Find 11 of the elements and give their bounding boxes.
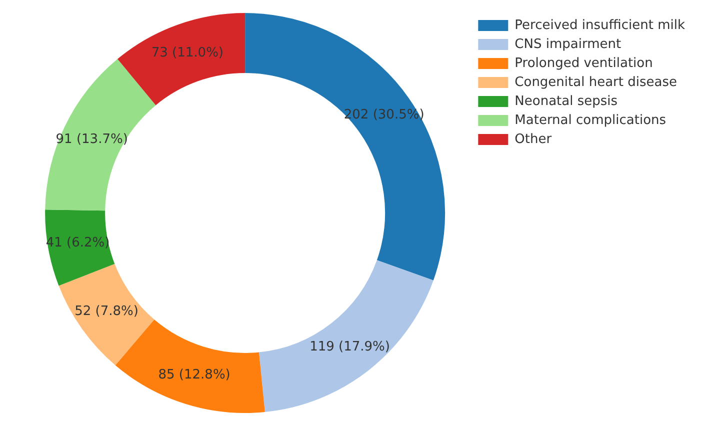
- data-label: 119 (17.9%): [310, 339, 390, 354]
- data-label: 73 (11.0%): [151, 45, 224, 60]
- legend-label: Neonatal sepsis: [514, 94, 618, 109]
- legend-label: Perceived insufficient milk: [514, 18, 686, 33]
- legend-label: CNS impairment: [514, 36, 622, 52]
- legend-label: Other: [514, 132, 552, 147]
- data-label: 52 (7.8%): [74, 304, 138, 319]
- legend-label: Maternal complications: [514, 112, 666, 128]
- legend-label: Congenital heart disease: [514, 74, 678, 90]
- data-label: 85 (12.8%): [158, 368, 230, 383]
- legend-label: Prolonged ventilation: [514, 56, 653, 71]
